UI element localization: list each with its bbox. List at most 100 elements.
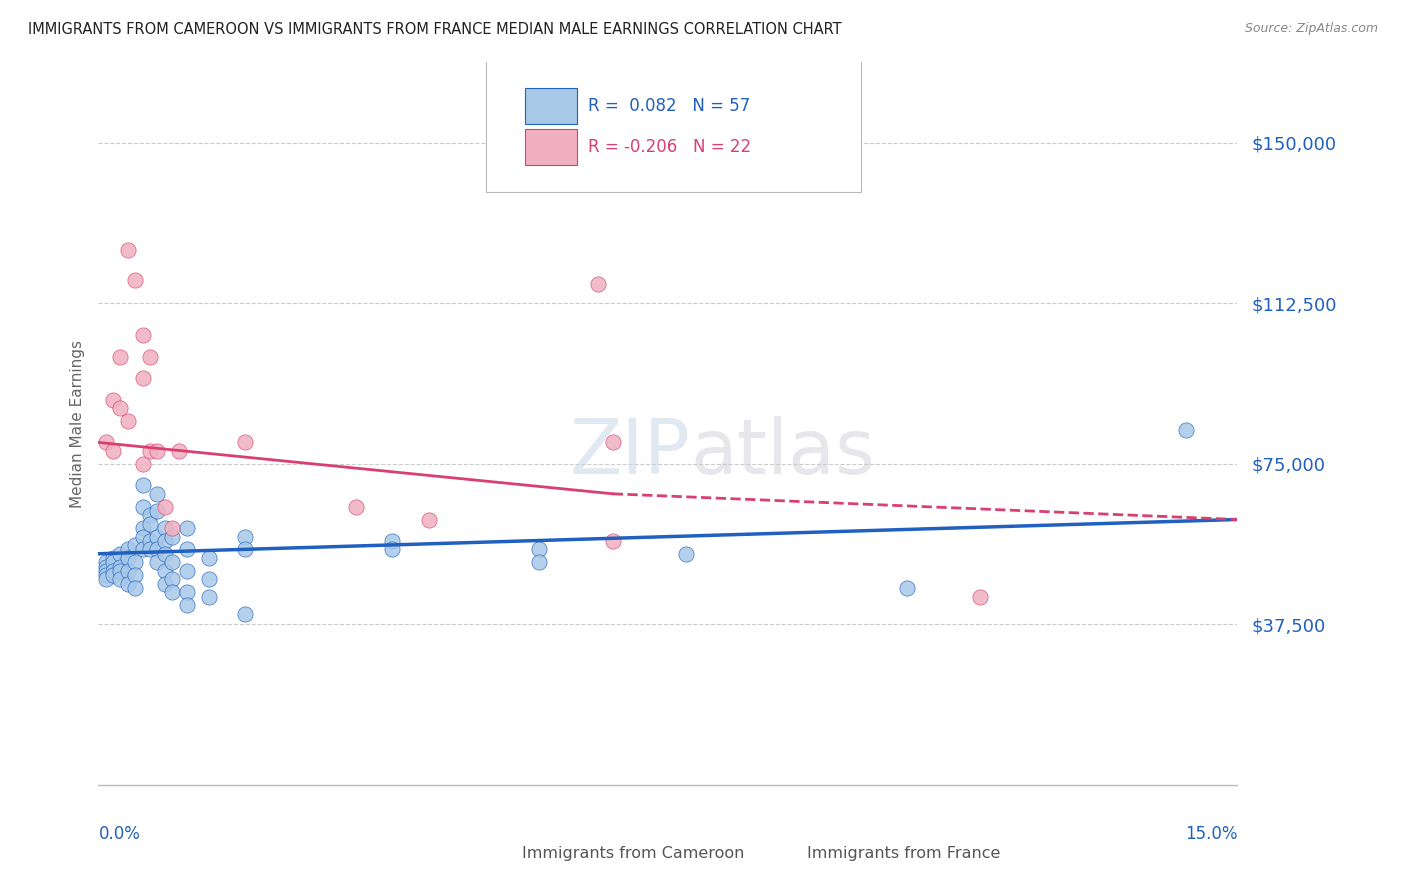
Point xyxy=(381,533,404,548)
Text: 0.0%: 0.0% xyxy=(98,825,141,843)
Point xyxy=(110,547,132,561)
Point xyxy=(101,551,124,566)
Point xyxy=(176,521,198,535)
Point xyxy=(176,585,198,599)
Point xyxy=(235,607,257,621)
Text: 15.0%: 15.0% xyxy=(1185,825,1237,843)
Text: R = -0.206   N = 22: R = -0.206 N = 22 xyxy=(588,138,751,156)
Point xyxy=(197,590,219,604)
Point xyxy=(117,243,139,257)
Point xyxy=(124,555,146,569)
Point xyxy=(146,555,169,569)
Point xyxy=(146,504,169,518)
Point xyxy=(235,435,257,450)
Point xyxy=(124,538,146,552)
Point xyxy=(235,542,257,557)
Point xyxy=(529,542,551,557)
Point xyxy=(131,371,153,385)
Point xyxy=(110,401,132,416)
Point xyxy=(153,521,176,535)
Point xyxy=(153,576,176,591)
Point xyxy=(146,487,169,501)
Point xyxy=(153,500,176,514)
Point xyxy=(235,530,257,544)
Y-axis label: Median Male Earnings: Median Male Earnings xyxy=(69,340,84,508)
Text: IMMIGRANTS FROM CAMEROON VS IMMIGRANTS FROM FRANCE MEDIAN MALE EARNINGS CORRELAT: IMMIGRANTS FROM CAMEROON VS IMMIGRANTS F… xyxy=(28,22,842,37)
Point xyxy=(160,530,183,544)
Point xyxy=(160,573,183,587)
Point xyxy=(197,551,219,566)
Point xyxy=(146,530,169,544)
Point xyxy=(139,444,162,458)
Text: atlas: atlas xyxy=(690,416,876,490)
Point xyxy=(146,444,169,458)
Point xyxy=(94,564,117,578)
Point xyxy=(110,350,132,364)
Point xyxy=(1174,423,1197,437)
Text: Immigrants from France: Immigrants from France xyxy=(807,847,1000,861)
Point xyxy=(94,568,117,582)
Point xyxy=(117,414,139,428)
Point xyxy=(110,559,132,574)
Point xyxy=(139,533,162,548)
Point xyxy=(139,350,162,364)
Text: Immigrants from Cameroon: Immigrants from Cameroon xyxy=(522,847,744,861)
Point xyxy=(139,516,162,531)
Point xyxy=(146,542,169,557)
Point xyxy=(969,590,991,604)
Point xyxy=(139,508,162,523)
Point xyxy=(896,581,918,595)
Point xyxy=(586,277,609,291)
Point xyxy=(101,568,124,582)
Point xyxy=(176,598,198,612)
Point xyxy=(381,542,404,557)
Point xyxy=(418,512,440,526)
Point xyxy=(153,564,176,578)
Point xyxy=(131,328,153,343)
Point xyxy=(110,564,132,578)
Point xyxy=(160,521,183,535)
Point xyxy=(153,547,176,561)
Bar xyxy=(526,129,576,165)
Point xyxy=(139,542,162,557)
Point xyxy=(344,500,367,514)
Point xyxy=(529,555,551,569)
Point xyxy=(124,568,146,582)
Bar xyxy=(479,845,515,863)
Point xyxy=(94,435,117,450)
Point xyxy=(675,547,697,561)
Point xyxy=(160,555,183,569)
Point xyxy=(101,444,124,458)
Point xyxy=(94,559,117,574)
Point xyxy=(160,585,183,599)
Point xyxy=(131,478,153,492)
Point xyxy=(117,542,139,557)
Point xyxy=(176,542,198,557)
Point xyxy=(131,521,153,535)
Bar xyxy=(765,845,799,863)
Bar xyxy=(526,87,576,124)
Point xyxy=(101,564,124,578)
Point xyxy=(117,576,139,591)
Text: R =  0.082   N = 57: R = 0.082 N = 57 xyxy=(588,97,751,115)
Point xyxy=(602,435,624,450)
Point xyxy=(131,457,153,471)
Point xyxy=(153,533,176,548)
Point xyxy=(101,392,124,407)
Point xyxy=(167,444,190,458)
FancyBboxPatch shape xyxy=(485,59,862,193)
Point xyxy=(94,573,117,587)
Point xyxy=(101,555,124,569)
Text: Source: ZipAtlas.com: Source: ZipAtlas.com xyxy=(1244,22,1378,36)
Text: ZIP: ZIP xyxy=(569,416,690,490)
Point xyxy=(94,555,117,569)
Point xyxy=(117,564,139,578)
Point xyxy=(124,581,146,595)
Point xyxy=(131,530,153,544)
Point xyxy=(602,533,624,548)
Point xyxy=(131,542,153,557)
Point xyxy=(197,573,219,587)
Point xyxy=(176,564,198,578)
Point xyxy=(110,573,132,587)
Point xyxy=(124,273,146,287)
